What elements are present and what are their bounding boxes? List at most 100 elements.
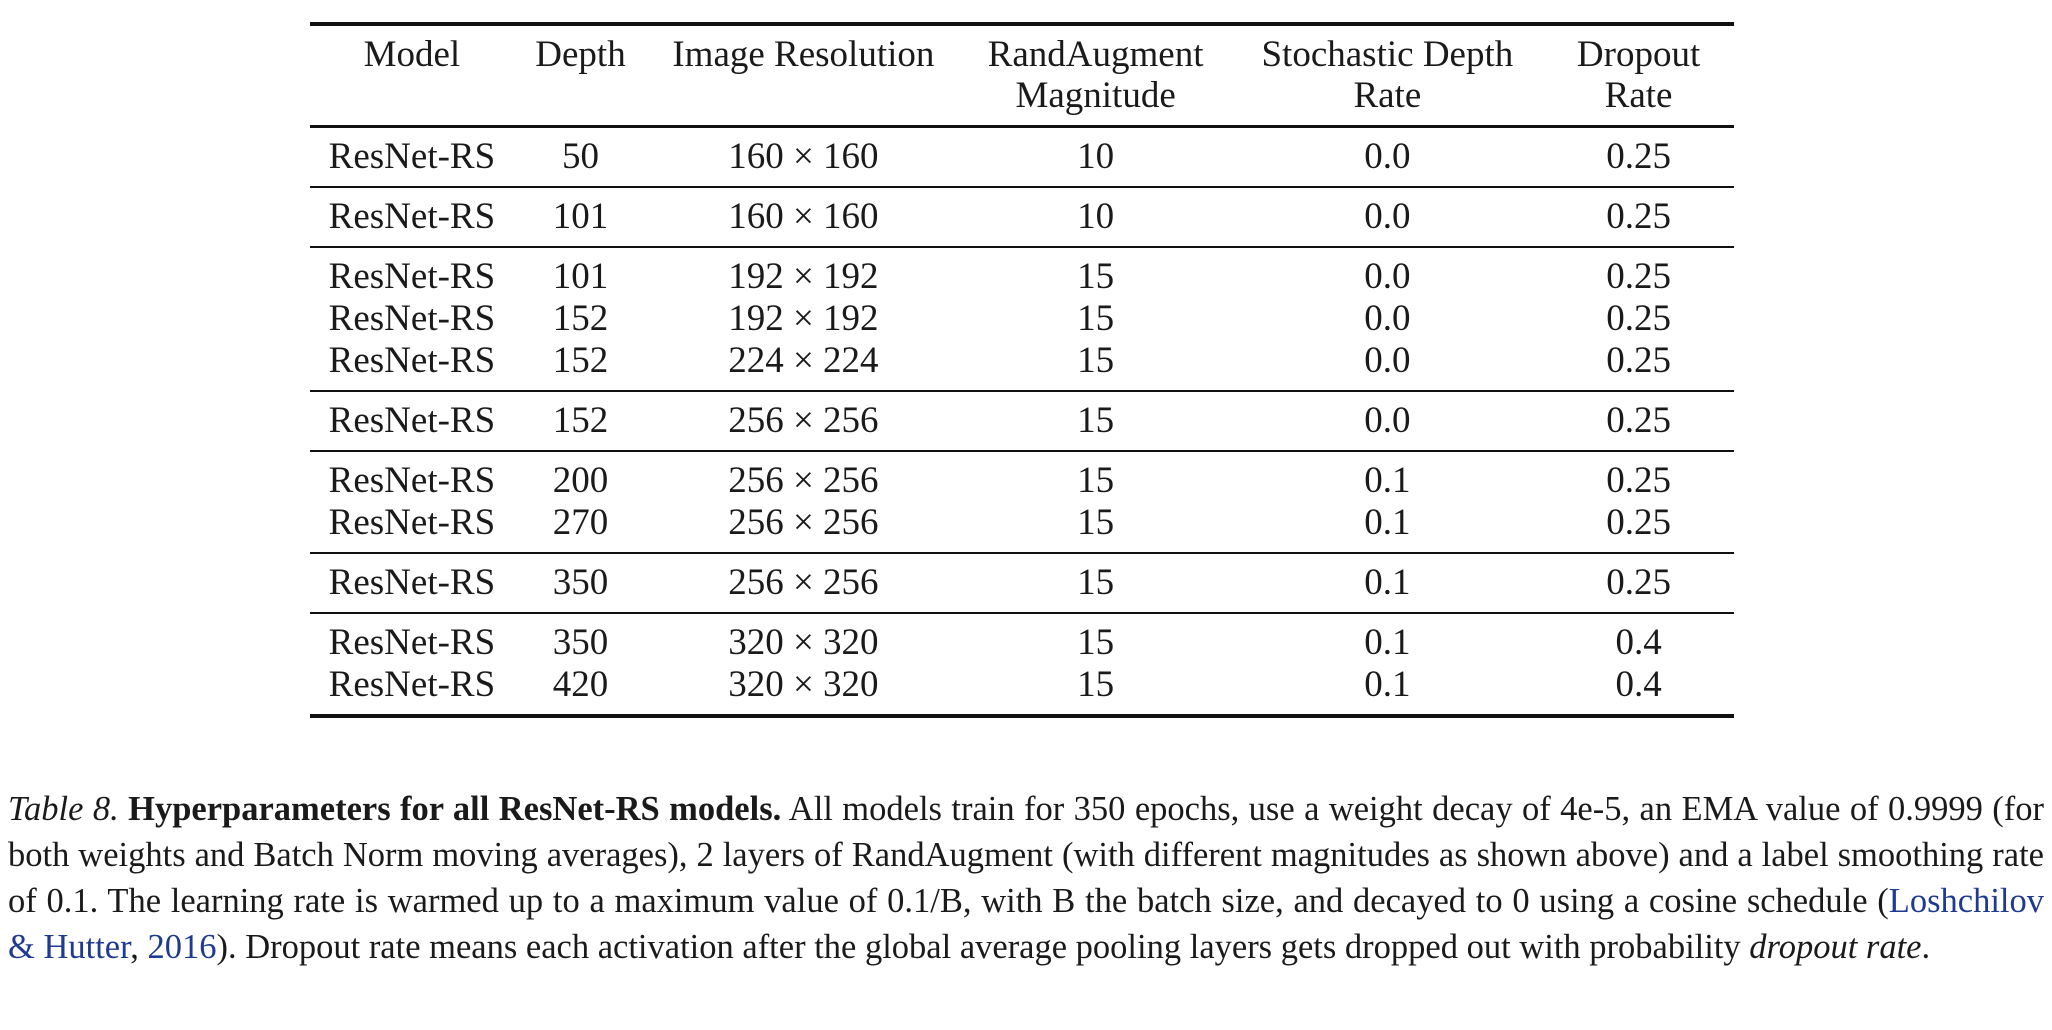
cell-dropout: 0.25 [1606,298,1671,340]
header-row: Model Depth Image Resolution RandAugment… [310,21,1734,128]
header-image-resolution-line-1: Image Resolution [672,34,935,75]
header-randaugment-line-2: Magnitude [1015,75,1176,117]
table-group-1: ResNet-RS 50 160 × 160 10 0.0 0.25 [310,126,1734,188]
cell-model: ResNet-RS [328,460,496,502]
cell-resolution: 320 × 320 [728,622,879,664]
cell-depth: 152 [513,390,648,452]
cell-randaugment: 15 [1077,460,1115,502]
cell-model: ResNet-RS [310,501,514,554]
cell-randaugment: 15 [1077,256,1115,298]
table-row: ResNet-RS 350 256 × 256 15 0.1 0.25 [310,552,1734,614]
cell-dropout: 0.4 [1543,663,1734,718]
cell-stochastic-depth: 0.1 [1231,552,1544,614]
cell-resolution: 160 × 160 [647,126,960,188]
header-stochastic-line-2: Rate [1353,75,1422,117]
cell-dropout: 0.25 [1606,256,1671,298]
cell-resolution: 256 × 256 [728,460,879,502]
header-stochastic-depth-rate: Stochastic Depth Rate [1231,21,1544,128]
cell-depth: 152 [552,298,609,340]
caption-text-end: . [1921,928,1931,966]
caption-title: Hyperparameters for all ResNet-RS models… [128,790,782,828]
table-row: ResNet-RS 101 192 × 192 15 0.0 0.25 [310,247,1734,298]
caption-text-1: All models train for 350 epochs, use a w… [8,790,2044,920]
table-row: ResNet-RS 152 224 × 224 15 0.0 0.25 [310,339,1734,392]
cell-depth: 50 [513,126,648,188]
cell-depth: 200 [552,460,609,502]
cell-model: ResNet-RS [328,622,496,664]
cell-dropout: 0.25 [1543,501,1734,554]
cell-stochastic-depth: 0.0 [1364,298,1411,340]
header-dropout-line-2: Rate [1604,75,1673,117]
cell-model: ResNet-RS [310,663,514,718]
table-header: Model Depth Image Resolution RandAugment… [310,21,1734,128]
cell-model: ResNet-RS [310,339,514,392]
hyperparameter-table: Model Depth Image Resolution RandAugment… [310,21,1734,718]
table-row: ResNet-RS 152 192 × 192 15 0.0 0.25 [310,298,1734,340]
header-randaugment-magnitude: RandAugment Magnitude [959,21,1232,128]
cell-randaugment: 15 [959,663,1232,718]
cell-resolution: 256 × 256 [647,390,960,452]
cell-stochastic-depth: 0.0 [1364,256,1411,298]
cell-depth: 420 [513,663,648,718]
table-row: ResNet-RS 420 320 × 320 15 0.1 0.4 [310,663,1734,718]
caption-text-2: ). Dropout rate means each activation af… [216,928,1750,966]
cell-stochastic-depth: 0.0 [1231,186,1544,248]
cell-dropout: 0.25 [1543,552,1734,614]
caption-citation-separator: , [130,928,148,966]
cell-dropout: 0.25 [1543,126,1734,188]
header-model-line-1: Model [363,34,461,75]
cell-randaugment: 15 [1077,622,1115,664]
header-depth: Depth [513,21,648,128]
cell-resolution: 320 × 320 [647,663,960,718]
header-dropout-rate: Dropout Rate [1543,21,1734,128]
cell-depth: 101 [552,256,609,298]
cell-dropout: 0.25 [1543,339,1734,392]
header-image-resolution: Image Resolution [647,21,960,128]
cell-stochastic-depth: 0.1 [1231,663,1544,718]
cell-stochastic-depth: 0.0 [1231,339,1544,392]
table-row: ResNet-RS 270 256 × 256 15 0.1 0.25 [310,501,1734,554]
citation-year-link[interactable]: 2016 [147,928,217,966]
cell-stochastic-depth: 0.0 [1231,390,1544,452]
cell-model: ResNet-RS [310,186,514,248]
hyperparameter-table-container: Model Depth Image Resolution RandAugment… [310,21,1734,718]
cell-model: ResNet-RS [328,298,496,340]
cell-model: ResNet-RS [310,390,514,452]
cell-randaugment: 15 [959,339,1232,392]
cell-depth: 350 [513,552,648,614]
cell-randaugment: 10 [959,186,1232,248]
cell-resolution: 256 × 256 [647,501,960,554]
table-row: ResNet-RS 152 256 × 256 15 0.0 0.25 [310,390,1734,452]
cell-randaugment: 15 [1077,298,1115,340]
table-row: ResNet-RS 101 160 × 160 10 0.0 0.25 [310,186,1734,248]
table-group-7: ResNet-RS 350 320 × 320 15 0.1 0.4 ResNe… [310,613,1734,718]
cell-stochastic-depth: 0.1 [1364,622,1411,664]
header-randaugment-line-1: RandAugment [987,34,1204,75]
cell-model: ResNet-RS [310,552,514,614]
cell-randaugment: 15 [959,552,1232,614]
cell-resolution: 256 × 256 [647,552,960,614]
cell-model: ResNet-RS [328,256,496,298]
caption-italic-term: dropout rate [1749,928,1922,966]
table-caption: Table 8. Hyperparameters for all ResNet-… [8,786,2044,970]
cell-stochastic-depth: 0.1 [1231,501,1544,554]
cell-depth: 270 [513,501,648,554]
table-group-3: ResNet-RS 101 192 × 192 15 0.0 0.25 ResN… [310,247,1734,392]
cell-resolution: 160 × 160 [647,186,960,248]
table-row: ResNet-RS 50 160 × 160 10 0.0 0.25 [310,126,1734,188]
cell-resolution: 192 × 192 [728,256,879,298]
table-row: ResNet-RS 350 320 × 320 15 0.1 0.4 [310,613,1734,664]
table-group-6: ResNet-RS 350 256 × 256 15 0.1 0.25 [310,552,1734,614]
header-dropout-line-1: Dropout [1576,34,1701,75]
citation-link[interactable]: Loshchilov & Hutter [8,882,2044,966]
table-group-5: ResNet-RS 200 256 × 256 15 0.1 0.25 ResN… [310,451,1734,554]
table-group-2: ResNet-RS 101 160 × 160 10 0.0 0.25 [310,186,1734,248]
cell-dropout: 0.25 [1543,390,1734,452]
cell-depth: 101 [513,186,648,248]
table-row: ResNet-RS 200 256 × 256 15 0.1 0.25 [310,451,1734,502]
table-group-4: ResNet-RS 152 256 × 256 15 0.0 0.25 [310,390,1734,452]
cell-stochastic-depth: 0.0 [1231,126,1544,188]
cell-dropout: 0.25 [1543,186,1734,248]
header-depth-line-1: Depth [535,34,626,75]
cell-randaugment: 15 [959,390,1232,452]
